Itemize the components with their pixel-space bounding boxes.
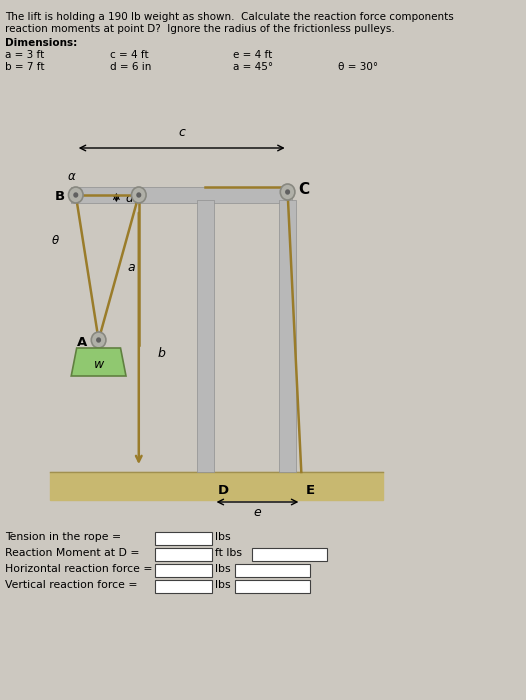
Text: α: α [67,171,75,183]
Text: A: A [77,335,88,349]
Text: D: D [217,484,228,496]
Text: w: w [94,358,104,370]
FancyBboxPatch shape [235,564,310,577]
FancyBboxPatch shape [252,548,327,561]
Text: Reaction Moment at D =: Reaction Moment at D = [5,548,140,558]
Circle shape [74,193,78,197]
Text: e = 4 ft: e = 4 ft [233,50,272,60]
Polygon shape [71,348,126,376]
Circle shape [132,187,146,203]
Text: ▾: ▾ [319,549,325,559]
Text: Tension in the rope =: Tension in the rope = [5,532,122,542]
Text: (Click to select): (Click to select) [238,565,309,574]
FancyBboxPatch shape [235,580,310,593]
FancyBboxPatch shape [155,580,212,593]
Text: lbs: lbs [215,564,230,574]
Circle shape [92,332,106,348]
Text: d: d [126,192,133,204]
Text: ft lbs: ft lbs [215,548,241,558]
Bar [71,187,292,203]
Text: Dimensions:: Dimensions: [5,38,78,48]
Text: a = 45°: a = 45° [233,62,273,72]
Text: Horizontal reaction force =: Horizontal reaction force = [5,564,153,574]
Text: lbs: lbs [215,580,230,590]
Text: (Click to select): (Click to select) [238,581,309,590]
Text: c: c [178,126,185,139]
FancyBboxPatch shape [155,564,212,577]
Circle shape [68,187,83,203]
Circle shape [280,184,295,200]
Text: e: e [254,505,261,519]
Text: c = 4 ft: c = 4 ft [109,50,148,60]
Text: θ: θ [52,234,59,246]
Text: b = 7 ft: b = 7 ft [5,62,45,72]
Bar [197,200,214,472]
Text: The lift is holding a 190 lb weight as shown.  Calculate the reaction force comp: The lift is holding a 190 lb weight as s… [5,12,454,22]
Text: a = 3 ft: a = 3 ft [5,50,45,60]
Text: b: b [158,347,166,360]
FancyBboxPatch shape [155,532,212,545]
FancyBboxPatch shape [155,548,212,561]
Text: B: B [55,190,65,204]
Text: a: a [128,261,135,274]
Bar [279,200,296,472]
Text: reaction moments at point D?  Ignore the radius of the frictionless pulleys.: reaction moments at point D? Ignore the … [5,24,395,34]
Circle shape [286,190,289,194]
Bar [50,472,383,500]
Text: θ = 30°: θ = 30° [338,62,378,72]
Text: ▾: ▾ [302,565,308,575]
Text: ▾: ▾ [302,581,308,591]
Text: E: E [306,484,315,496]
Text: Vertical reaction force =: Vertical reaction force = [5,580,138,590]
Text: lbs: lbs [215,532,230,542]
Text: (Click to select): (Click to select) [255,549,326,558]
Circle shape [137,193,140,197]
Text: d = 6 in: d = 6 in [109,62,151,72]
Text: C: C [299,183,310,197]
Circle shape [97,338,100,342]
